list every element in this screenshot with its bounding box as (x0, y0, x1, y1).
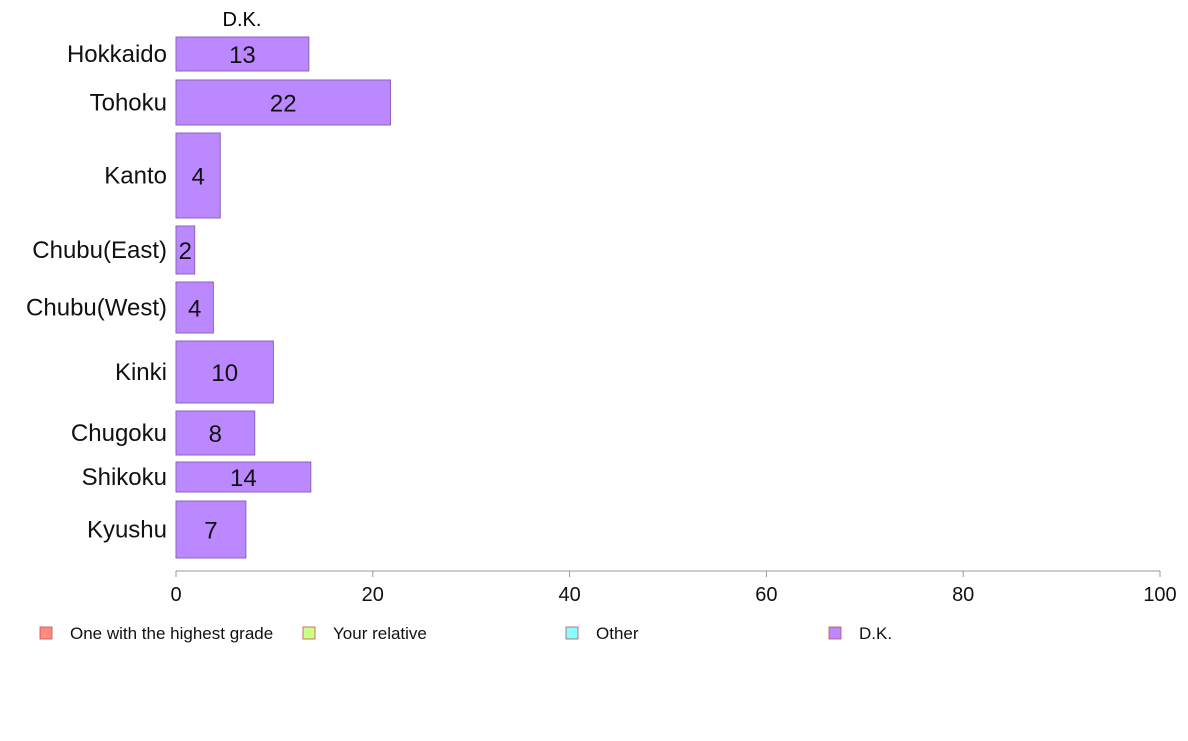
x-axis: 0 20 40 60 80 100 (170, 570, 1177, 606)
data-label: 14 (230, 465, 257, 492)
legend-swatch (565, 626, 579, 640)
data-label: 4 (188, 296, 201, 323)
legend-label: Your relative (333, 624, 427, 643)
category-label: Tohoku (90, 90, 167, 117)
legend-label: D.K. (859, 624, 892, 643)
data-label: 10 (211, 360, 238, 387)
category-label: Shikoku (82, 464, 167, 491)
legend-swatch (828, 626, 842, 640)
bar (175, 225, 196, 275)
x-tick-label: 0 (170, 584, 181, 606)
column-header: D.K. (223, 9, 262, 31)
bar (175, 281, 214, 334)
legend-swatch (39, 626, 53, 640)
x-tick-label: 100 (1143, 584, 1176, 606)
data-label: 22 (270, 91, 297, 118)
category-label: Kinki (115, 359, 167, 386)
bar (175, 340, 274, 404)
legend-label: Other (596, 624, 639, 643)
category-label: Hokkaido (67, 41, 167, 68)
data-label: 4 (191, 164, 204, 191)
legend-swatch (302, 626, 316, 640)
bar (175, 410, 256, 456)
category-label: Chugoku (71, 420, 167, 447)
x-tick-label: 60 (755, 584, 777, 606)
category-label: Chubu(East) (32, 237, 167, 264)
bars-layer: Hokkaido 13 Tohoku 22 Kanto 4 Chubu(East) 2 Chub… (26, 36, 392, 559)
bar (175, 500, 247, 559)
data-label: 7 (204, 518, 217, 545)
bar (175, 79, 392, 126)
x-tick-label: 40 (558, 584, 580, 606)
data-label: 13 (229, 42, 256, 69)
bar (175, 132, 221, 219)
data-label: 2 (179, 238, 192, 265)
x-tick-label: 20 (362, 584, 384, 606)
legend-label: One with the highest grade (70, 624, 273, 643)
category-label: Kanto (104, 163, 167, 190)
x-tick-label: 80 (952, 584, 974, 606)
data-label: 8 (209, 421, 222, 448)
bar (175, 461, 312, 493)
legend: One with the highest grade Your relative O… (39, 624, 892, 643)
bar (175, 36, 310, 72)
category-label: Kyushu (87, 517, 167, 544)
category-label: Chubu(West) (26, 295, 167, 322)
